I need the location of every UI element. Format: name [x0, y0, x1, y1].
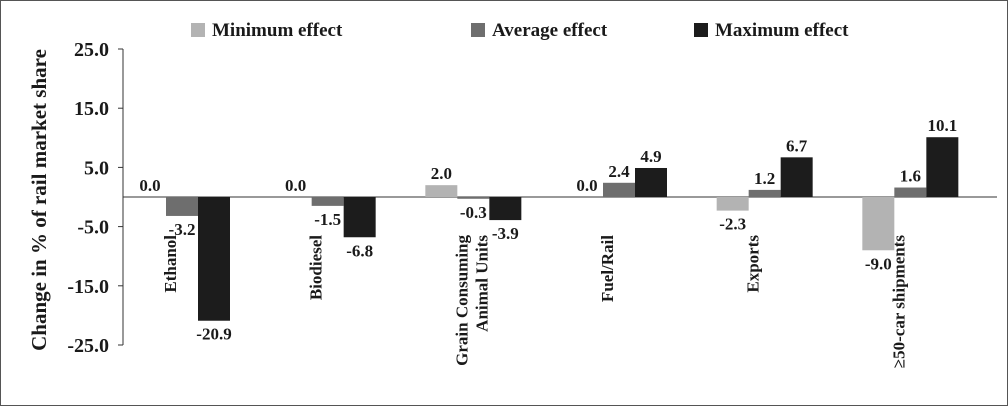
legend-label: Minimum effect: [212, 20, 343, 41]
bar-average-effect-fuel-rail: [603, 183, 635, 197]
data-label: 2.4: [608, 162, 630, 181]
bar-average-effect-exports: [749, 190, 781, 197]
data-label: 4.9: [640, 147, 661, 166]
bar-maximum-effect-fuel-rail: [635, 168, 667, 197]
data-label: -9.0: [865, 254, 892, 273]
bar-maximum-effect-exports: [781, 157, 813, 197]
category-label: Exports: [744, 235, 763, 293]
y-axis-title-group: Change in % of rail market share: [27, 49, 51, 351]
y-tick-label: 15.0: [74, 98, 109, 120]
y-tick-label: -5.0: [77, 217, 109, 239]
bar-average-effect-grain-consuming-animal-units: [457, 197, 489, 199]
bar-average-effect-biodiesel: [312, 197, 344, 206]
category-label: Fuel/Rail: [598, 235, 617, 302]
data-labels: 0.0-3.2-20.90.0-1.5-6.82.0-0.3-3.90.02.4…: [139, 116, 957, 344]
category-label: Grain ConsumingAnimal Units: [452, 235, 491, 366]
data-label: 0.0: [139, 176, 160, 195]
bar-maximum-effect-ethanol: [198, 197, 230, 321]
data-label: 2.0: [431, 164, 452, 183]
y-axis-title: Change in % of rail market share: [27, 49, 51, 351]
category-label: Biodiesel: [307, 235, 326, 300]
category-labels: Ethanol Biodiesel Grain ConsumingAnimal Un…: [161, 235, 908, 369]
data-label: -2.3: [719, 215, 746, 234]
data-label: -3.9: [492, 224, 519, 243]
bars: [134, 137, 958, 321]
data-label: 0.0: [285, 176, 306, 195]
bar-maximum-effect-grain-consuming-animal-units: [489, 197, 521, 220]
data-label: -20.9: [196, 325, 231, 344]
legend-swatch: [471, 23, 485, 37]
category-label: Ethanol: [161, 235, 180, 293]
data-label: 0.0: [576, 176, 597, 195]
data-label: 10.1: [927, 116, 957, 135]
data-label: 1.2: [754, 169, 775, 188]
legend: Minimum effect Average effect Maximum effe…: [191, 20, 849, 41]
legend-item-minimum-effect: Minimum effect: [191, 20, 343, 41]
bar-minimum-effect-exports: [717, 197, 749, 211]
y-tick-label: 25.0: [74, 39, 109, 61]
y-tick-label: -15.0: [67, 276, 109, 298]
bar-maximum-effect-biodiesel: [344, 197, 376, 237]
legend-label: Average effect: [492, 20, 608, 41]
bar-minimum-effect-grain-consuming-animal-units: [425, 185, 457, 197]
legend-label: Maximum effect: [715, 20, 849, 41]
bar-average-effect-ethanol: [166, 197, 198, 216]
y-tick-label: 5.0: [84, 157, 109, 179]
legend-swatch: [191, 23, 205, 37]
data-label: 6.7: [786, 136, 808, 155]
y-tick-label: -25.0: [67, 335, 109, 357]
bar-average-effect-50-car-shipments: [894, 188, 926, 197]
bar-maximum-effect-50-car-shipments: [926, 137, 958, 197]
legend-item-average-effect: Average effect: [471, 20, 608, 41]
data-label: 1.6: [900, 167, 921, 186]
data-label: -6.8: [346, 241, 373, 260]
data-label: -0.3: [460, 203, 487, 222]
data-label: -1.5: [314, 210, 341, 229]
category-label: ≥50-car shipments: [889, 235, 908, 369]
y-tick-labels: 25.0 15.0 5.0 -5.0 -15.0 -25.0: [67, 39, 109, 357]
legend-item-maximum-effect: Maximum effect: [694, 20, 849, 41]
legend-swatch: [694, 23, 708, 37]
